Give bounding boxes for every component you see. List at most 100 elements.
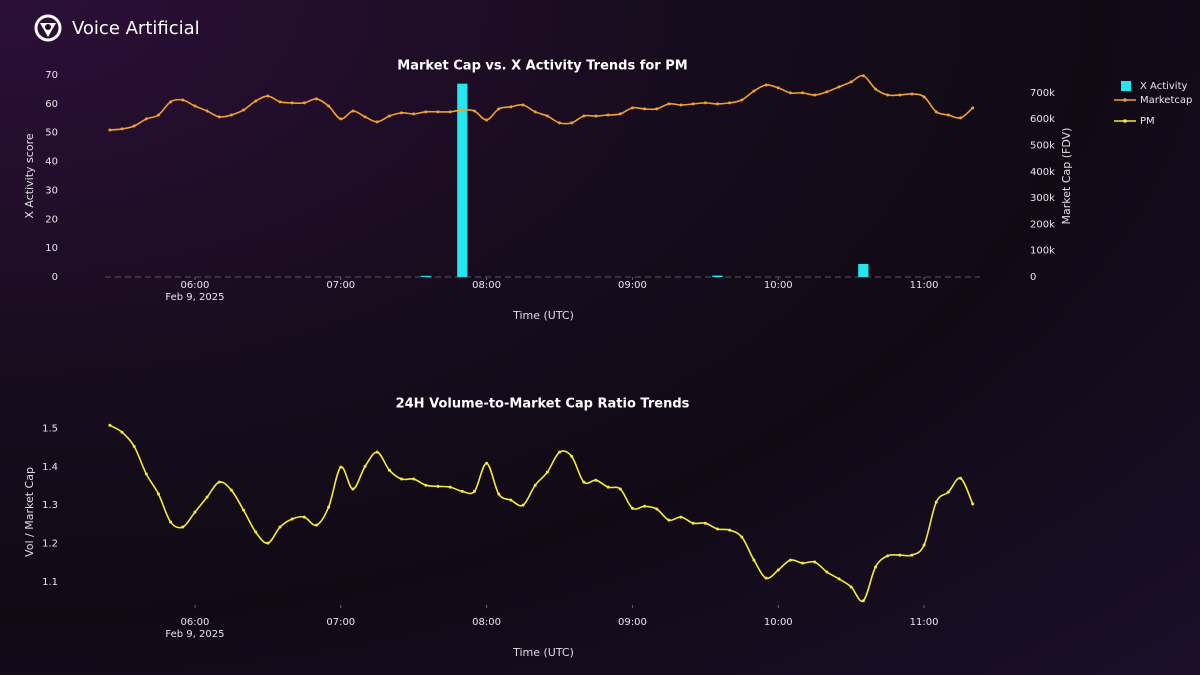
point: [776, 86, 780, 90]
bar: [858, 264, 869, 277]
point: [594, 478, 598, 482]
point: [582, 114, 586, 118]
point: [946, 113, 950, 117]
chart-title: 24H Volume-to-Market Cap Ratio Trends: [396, 397, 690, 412]
point: [266, 94, 270, 98]
point: [643, 504, 647, 508]
point: [594, 114, 598, 118]
y-tick-label: 20: [45, 214, 58, 225]
point: [169, 520, 173, 524]
point: [132, 124, 136, 128]
bar: [712, 275, 723, 277]
point: [740, 98, 744, 102]
point: [971, 106, 975, 110]
chart-title: Market Cap vs. X Activity Trends for PM: [397, 59, 687, 74]
point: [655, 107, 659, 111]
y2-tick-label: 700k: [1030, 88, 1055, 99]
point: [120, 430, 124, 434]
point: [156, 113, 160, 117]
y-tick-label: 70: [45, 70, 58, 81]
point: [606, 113, 610, 117]
point: [205, 495, 209, 499]
x-tick-label: 08:00: [472, 617, 501, 628]
point: [813, 560, 817, 564]
line: [109, 74, 974, 131]
point: [339, 465, 343, 469]
y2-axis-title: Market Cap (FDV): [1060, 128, 1073, 225]
point: [752, 89, 756, 93]
y-tick-label: 0: [52, 272, 58, 283]
point: [934, 110, 938, 114]
point: [108, 128, 112, 132]
logo-dot: [45, 24, 51, 30]
point: [861, 599, 865, 603]
point: [752, 558, 756, 562]
y-tick-label: 1.3: [42, 500, 58, 511]
point: [728, 101, 732, 105]
point: [521, 503, 525, 507]
point: [630, 506, 634, 510]
legend-label: X Activity: [1140, 81, 1188, 92]
legend-swatch-dot: [1123, 98, 1127, 102]
point: [837, 85, 841, 89]
point: [898, 93, 902, 97]
point: [254, 530, 258, 534]
point: [229, 488, 233, 492]
point: [327, 104, 331, 108]
point: [229, 113, 233, 117]
point: [558, 450, 562, 454]
x-axis-title: Time (UTC): [512, 646, 574, 659]
point: [558, 121, 562, 125]
point: [934, 500, 938, 504]
point: [181, 525, 185, 529]
point: [740, 535, 744, 539]
x-tick-label: 09:00: [618, 617, 647, 628]
x-tick-label: 10:00: [764, 617, 793, 628]
point: [509, 498, 513, 502]
point: [290, 101, 294, 105]
point: [837, 577, 841, 581]
point: [679, 103, 683, 107]
point: [424, 483, 428, 487]
line: [109, 424, 974, 603]
y2-tick-label: 300k: [1030, 193, 1055, 204]
point: [959, 476, 963, 480]
point: [193, 104, 197, 108]
point: [278, 100, 282, 104]
point: [679, 515, 683, 519]
y2-tick-label: 200k: [1030, 219, 1055, 230]
y-axis-title: Vol / Market Cap: [23, 467, 36, 557]
point: [910, 553, 914, 557]
point: [886, 554, 890, 558]
point: [205, 109, 209, 113]
x-tick-label: 10:00: [764, 280, 793, 291]
x-tick-label: 11:00: [910, 617, 939, 628]
legend-label: PM: [1140, 116, 1155, 127]
point: [400, 111, 404, 115]
point: [813, 93, 817, 97]
point: [448, 485, 452, 489]
logo: [34, 14, 62, 42]
y2-tick-label: 400k: [1030, 167, 1055, 178]
y-tick-label: 10: [45, 243, 58, 254]
point: [217, 115, 221, 119]
x-tick-label: 07:00: [326, 280, 355, 291]
y-tick-label: 30: [45, 185, 58, 196]
point: [716, 527, 719, 531]
point: [703, 101, 707, 105]
bar: [420, 275, 431, 277]
point: [108, 423, 112, 427]
point: [436, 110, 440, 114]
logo-ring: [34, 14, 62, 42]
point: [242, 508, 246, 512]
point: [387, 114, 391, 118]
point: [655, 507, 659, 511]
point: [302, 101, 306, 105]
y-tick-label: 60: [45, 99, 58, 110]
point: [971, 502, 975, 506]
point: [667, 102, 671, 106]
point: [460, 108, 464, 112]
point: [460, 489, 464, 493]
point: [922, 95, 926, 99]
point: [327, 505, 331, 509]
